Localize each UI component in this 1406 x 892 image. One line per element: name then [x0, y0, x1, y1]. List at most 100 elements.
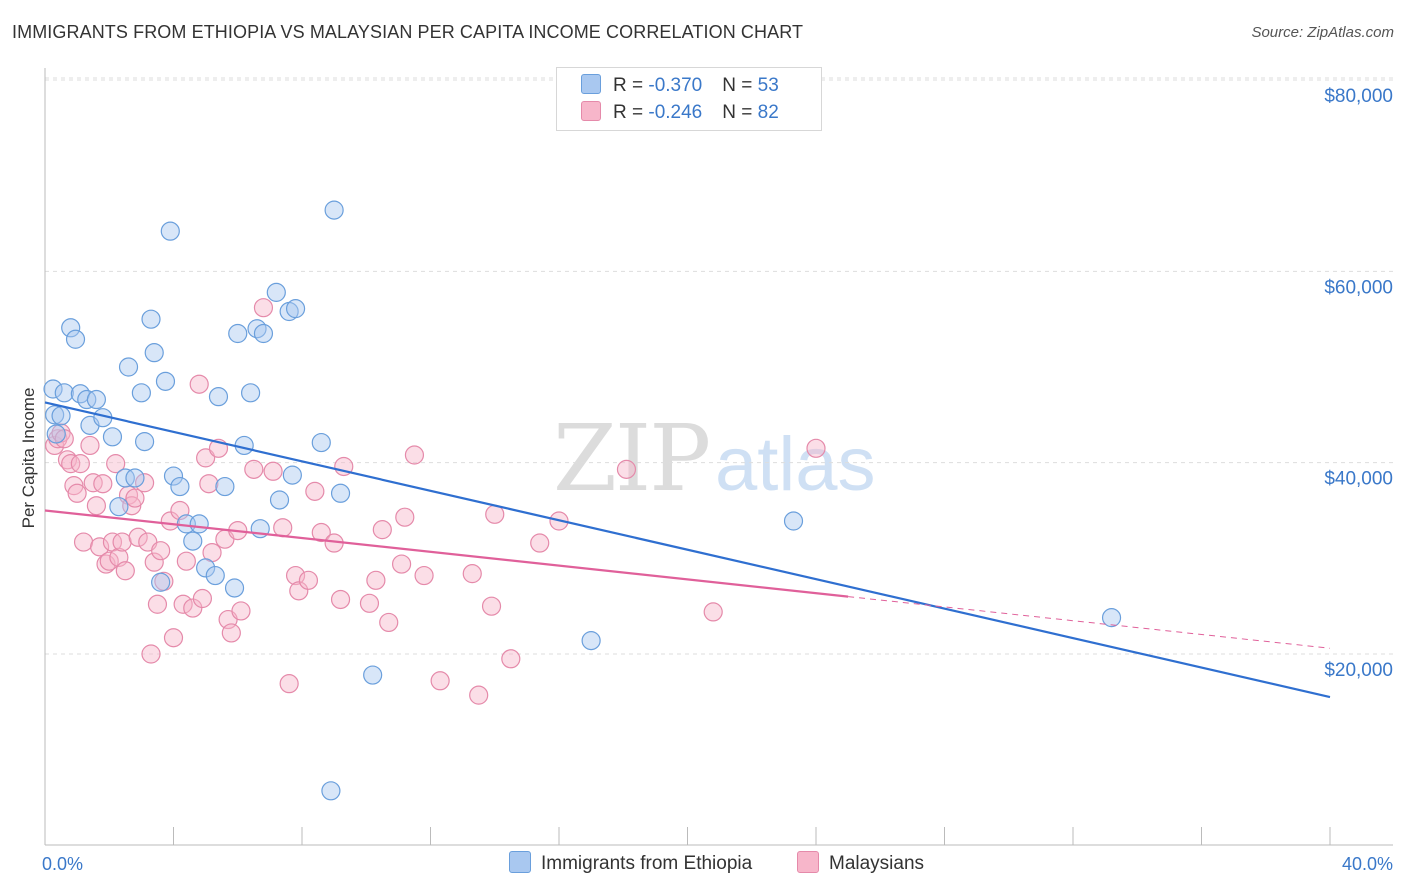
malaysians-point	[189, 374, 209, 394]
malaysians-trend-line	[44, 509, 849, 598]
x-tick-labels: 0.0% 40.0%	[42, 854, 1393, 874]
ethiopia-point	[77, 389, 97, 410]
malaysians-point	[134, 473, 155, 493]
malaysians-point	[330, 589, 351, 610]
malaysians-point	[196, 448, 216, 468]
series-ethiopia	[43, 200, 1122, 801]
malaysians-point	[115, 561, 135, 581]
malaysians-point	[273, 518, 293, 538]
correlation-legend: R = -0.370 N = 53 R = -0.246 N = 82	[556, 67, 822, 131]
malaysians-point	[192, 588, 213, 609]
malaysians-point	[163, 628, 184, 648]
malaysians-point	[481, 596, 502, 616]
ethiopia-point	[86, 389, 107, 410]
y-tick-label: $60,000	[1324, 277, 1393, 298]
malaysians-point	[151, 541, 171, 561]
malaysians-point	[253, 298, 274, 318]
malaysians-point	[414, 565, 434, 586]
malaysians-point	[125, 488, 145, 508]
malaysians-point	[128, 527, 148, 547]
malaysians-point	[469, 685, 489, 705]
trend-lines	[44, 401, 1331, 699]
ethiopia-point	[65, 329, 86, 349]
ethiopia-point	[228, 323, 248, 344]
y-tick-labels: $20,000 $40,000 $60,000 $80,000	[1324, 86, 1393, 681]
malaysians-point	[391, 554, 412, 574]
malaysians-point	[176, 551, 196, 571]
ethiopia-point	[46, 424, 66, 444]
axes	[44, 68, 1393, 846]
ethiopia-point	[324, 200, 344, 220]
ethiopia-point	[163, 466, 184, 486]
malaysians-point	[67, 483, 87, 503]
malaysians-point	[530, 533, 550, 553]
malaysians-point	[372, 520, 392, 540]
y-axis-label: Per Capita Income	[19, 388, 38, 529]
legend-swatch-pink	[581, 101, 601, 121]
malaysians-point	[70, 454, 90, 474]
ethiopia-point	[134, 432, 155, 452]
bottom-legend-swatch-pink	[797, 851, 819, 873]
ethiopia-point	[581, 631, 601, 651]
bottom-legend-label: Immigrants from Ethiopia	[541, 853, 753, 874]
malaysians-point	[616, 459, 637, 479]
ethiopia-point	[1101, 608, 1122, 628]
ethiopia-point	[311, 432, 331, 453]
malaysians-point	[359, 593, 380, 613]
ethiopia-point	[224, 578, 245, 598]
malaysians-point	[311, 522, 331, 543]
legend-r-label: R =	[613, 75, 649, 96]
ethiopia-point	[125, 468, 145, 488]
ethiopia-point	[282, 465, 302, 485]
bottom-legend-malaysians: Malaysians	[797, 851, 924, 875]
ethiopia-point	[234, 435, 254, 456]
malaysians-point	[83, 473, 103, 493]
legend-row-malaysians: R = -0.246 N = 82	[581, 101, 779, 129]
malaysians-point	[462, 564, 482, 584]
ethiopia-point	[131, 383, 151, 403]
malaysians-point	[112, 532, 132, 552]
legend-r-value: -0.246	[648, 102, 703, 123]
legend-row-ethiopia: R = -0.370 N = 53	[581, 74, 779, 102]
ethiopia-point	[253, 323, 274, 344]
ethiopia-point	[241, 383, 261, 403]
ethiopia-point	[115, 468, 135, 488]
malaysians-point	[263, 461, 283, 481]
series-malaysians	[45, 298, 826, 705]
ethiopia-point	[183, 531, 203, 551]
ethiopia-trend-line	[44, 401, 1331, 699]
malaysians-point	[99, 551, 119, 571]
ethiopia-point	[205, 565, 225, 586]
ethiopia-point	[321, 781, 341, 801]
malaysians-point	[160, 511, 180, 531]
legend-r-value: -0.370	[648, 75, 703, 96]
ethiopia-point	[61, 318, 81, 338]
watermark-atlas: atlas	[715, 422, 876, 507]
ethiopia-point	[170, 476, 190, 497]
malaysians-point	[80, 435, 100, 456]
malaysians-point	[404, 445, 425, 465]
malaysians-point	[244, 459, 264, 479]
legend-n-value: 82	[757, 102, 779, 123]
ethiopia-point	[783, 511, 804, 531]
ethiopia-point	[102, 427, 123, 447]
ethiopia-point	[269, 490, 290, 510]
ethiopia-point	[363, 665, 383, 685]
malaysians-trend-extension	[848, 596, 1331, 649]
bottom-legend-ethiopia: Immigrants from Ethiopia	[509, 851, 752, 875]
ethiopia-point	[151, 572, 171, 592]
gridlines	[45, 77, 1393, 655]
malaysians-point	[395, 507, 415, 527]
chart-title: IMMIGRANTS FROM ETHIOPIA VS MALAYSIAN PE…	[12, 22, 804, 42]
legend-n-label: N =	[722, 75, 758, 96]
ethiopia-point	[208, 387, 229, 407]
malaysians-point	[501, 649, 521, 669]
malaysians-point	[173, 594, 193, 614]
y-tick-label: $20,000	[1324, 660, 1393, 681]
malaysians-point	[279, 674, 299, 694]
ethiopia-point	[266, 282, 286, 302]
ethiopia-point	[45, 405, 65, 425]
ethiopia-point	[54, 383, 74, 403]
malaysians-point	[289, 581, 309, 601]
